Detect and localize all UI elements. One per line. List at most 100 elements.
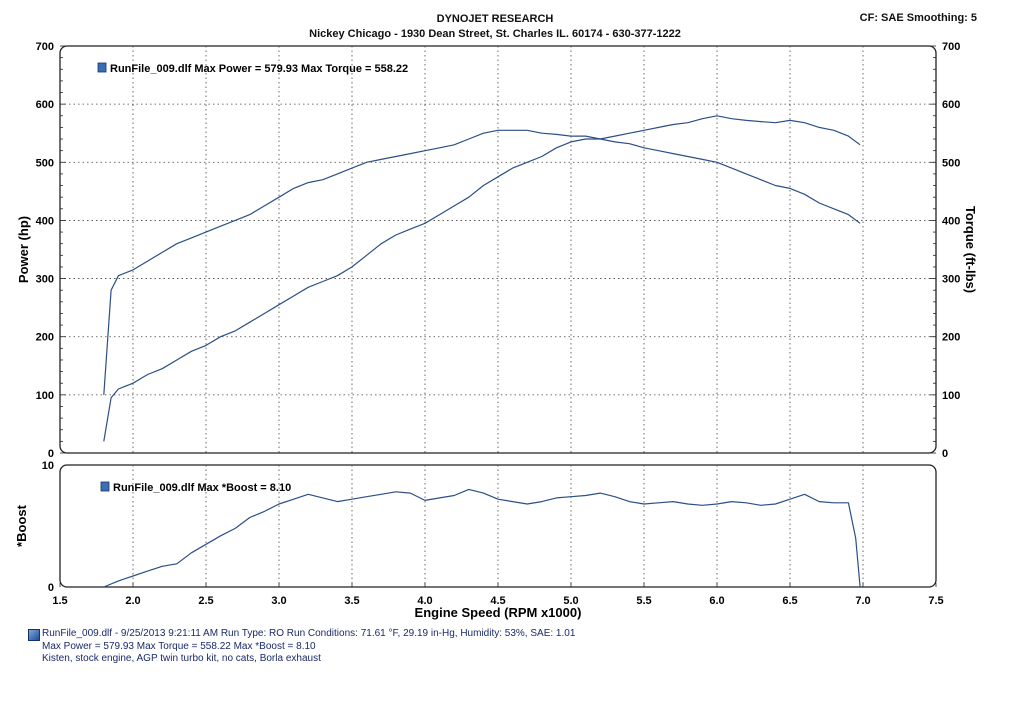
torque-series-line-point: [103, 394, 104, 395]
power-series-line-point: [658, 127, 659, 128]
boost-series-line-point: [600, 492, 601, 493]
boost-series-line-point: [176, 563, 177, 564]
torque-series-line-point: [746, 173, 747, 174]
power-series-line-point: [789, 120, 790, 121]
boost-series-line-point: [731, 501, 732, 502]
power-series-line-point: [395, 234, 396, 235]
torque-series-line: [103, 129, 861, 395]
boost-series-line-point: [527, 503, 528, 504]
boost-series-line-point: [556, 497, 557, 498]
torque-series-line-point: [278, 197, 279, 198]
y-tick-label-right: 600: [942, 99, 960, 111]
power-series-line-point: [629, 133, 630, 134]
power-series-line-point: [541, 156, 542, 157]
torque-series-line-point: [556, 134, 557, 135]
boost-series-line-point: [147, 571, 148, 572]
run-maxima: Max Power = 579.93 Max Torque = 558.22 M…: [42, 641, 316, 652]
boost-series-line-point: [308, 494, 309, 495]
boost-series-line-point: [162, 566, 163, 567]
power-series-line-point: [439, 214, 440, 215]
power-series-line-point: [760, 121, 761, 122]
run-file-icon: [28, 629, 40, 641]
torque-series-line-point: [658, 150, 659, 151]
torque-series-line-point: [337, 173, 338, 174]
boost-series-line-point: [395, 491, 396, 492]
power-series-line-point: [366, 255, 367, 256]
torque-series-line-point: [600, 138, 601, 139]
power-series-line-point: [103, 441, 104, 442]
boost-series-line-point: [775, 503, 776, 504]
y-tick-label-left: 0: [48, 448, 54, 460]
power-series-line-point: [614, 136, 615, 137]
torque-series-line-point: [643, 147, 644, 148]
boost-series-line-point: [855, 538, 856, 539]
torque-series-line-point: [264, 205, 265, 206]
x-tick-label: 2.5: [198, 595, 213, 607]
boost-series-line-point: [249, 517, 250, 518]
power-series-line-point: [859, 144, 860, 145]
power-series-line-point: [111, 397, 112, 398]
boost-series-line-point: [859, 586, 860, 587]
boost-series-line-point: [366, 496, 367, 497]
power-series-line-point: [118, 388, 119, 389]
power-series-line-point: [176, 359, 177, 360]
power-series-line-point: [293, 295, 294, 296]
power-series-line-point: [527, 162, 528, 163]
torque-series-line-point: [848, 214, 849, 215]
boost-series-line-point: [585, 495, 586, 496]
y-tick-label-right: 300: [942, 274, 960, 286]
boost-series-line-point: [293, 499, 294, 500]
torque-series-line-point: [468, 138, 469, 139]
boost-series-line-point: [497, 499, 498, 500]
y-tick-label-right: 200: [942, 332, 960, 344]
boost-series-line-point: [235, 528, 236, 529]
torque-series-line-point: [147, 261, 148, 262]
boost-series-line-point: [848, 502, 849, 503]
x-tick-label: 4.0: [417, 595, 432, 607]
power-series-line-point: [278, 304, 279, 305]
boost-series-line-point: [833, 502, 834, 503]
power-series-line-point: [381, 243, 382, 244]
boost-series-line-point: [410, 492, 411, 493]
y-tick-label-boost: 0: [48, 582, 54, 594]
power-series-line-point: [804, 122, 805, 123]
boost-series-line-point: [716, 503, 717, 504]
power-series-line-point: [132, 383, 133, 384]
torque-series-line-point: [859, 223, 860, 224]
torque-series-line-point: [483, 133, 484, 134]
boost-series-line-point: [789, 499, 790, 500]
power-series-line-point: [162, 368, 163, 369]
torque-series-line-point: [570, 136, 571, 137]
boost-series-line-point: [760, 505, 761, 506]
y-tick-label-right: 700: [942, 41, 960, 53]
power-series-line-point: [556, 147, 557, 148]
torque-series-line-point: [322, 179, 323, 180]
x-tick-label: 4.5: [490, 595, 505, 607]
power-series-line-point: [147, 374, 148, 375]
boost-series-line-point: [278, 503, 279, 504]
boost-series-line-point: [439, 497, 440, 498]
power-series-line-point: [687, 122, 688, 123]
x-axis-title: Engine Speed (RPM x1000): [415, 605, 582, 620]
boost-series-line-point: [570, 496, 571, 497]
y-tick-label-left: 600: [36, 99, 54, 111]
boost-series-line-point: [673, 501, 674, 502]
power-series-line-point: [337, 275, 338, 276]
y-tick-label-left: 700: [36, 41, 54, 53]
y-tick-label-right: 500: [942, 157, 960, 169]
torque-series-line-point: [132, 269, 133, 270]
boost-series-line-point: [337, 501, 338, 502]
power-torque-legend: RunFile_009.dlf Max Power = 579.93 Max T…: [110, 63, 408, 75]
power-series-line-point: [497, 176, 498, 177]
torque-series-line-point: [789, 188, 790, 189]
boost-series-line-point: [512, 501, 513, 502]
power-series-line-point: [191, 351, 192, 352]
boost-series-line-point: [614, 496, 615, 497]
boost-series-line: [103, 488, 861, 588]
boost-series-line-point: [424, 500, 425, 501]
power-series-line-point: [220, 336, 221, 337]
y-tick-label-left: 100: [36, 390, 54, 402]
torque-series-line-point: [176, 243, 177, 244]
chart-title: DYNOJET RESEARCH: [436, 13, 554, 25]
